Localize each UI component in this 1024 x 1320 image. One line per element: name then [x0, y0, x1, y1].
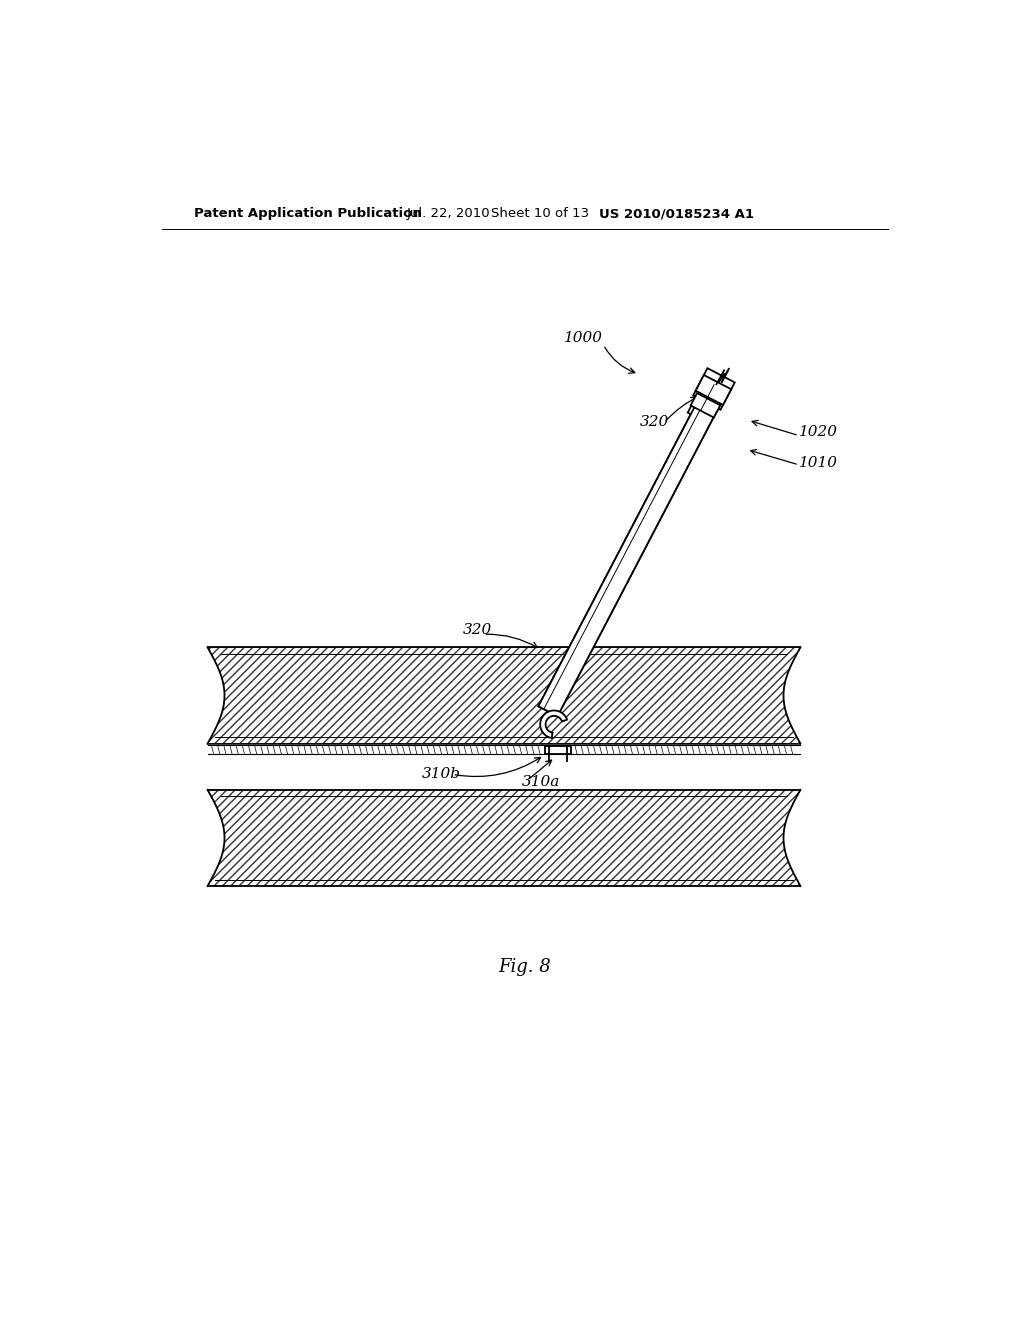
Polygon shape: [541, 710, 567, 738]
Text: Patent Application Publication: Patent Application Publication: [194, 207, 422, 220]
Polygon shape: [539, 392, 722, 717]
Polygon shape: [695, 375, 731, 405]
Text: Fig. 8: Fig. 8: [499, 958, 551, 975]
Polygon shape: [693, 368, 735, 409]
Polygon shape: [545, 746, 571, 755]
Text: Sheet 10 of 13: Sheet 10 of 13: [490, 207, 589, 220]
Text: 1010: 1010: [799, 455, 838, 470]
Polygon shape: [208, 647, 801, 743]
Text: 320: 320: [463, 623, 493, 636]
Text: 310b: 310b: [422, 767, 461, 781]
Text: 1000: 1000: [564, 331, 603, 345]
Polygon shape: [208, 744, 801, 755]
Polygon shape: [539, 392, 722, 717]
Text: US 2010/0185234 A1: US 2010/0185234 A1: [599, 207, 754, 220]
Polygon shape: [208, 789, 801, 886]
Polygon shape: [690, 393, 720, 417]
Text: 1020: 1020: [799, 425, 838, 438]
Text: 310a: 310a: [521, 775, 560, 789]
Polygon shape: [688, 399, 717, 424]
Text: 320: 320: [640, 414, 670, 429]
Text: Jul. 22, 2010: Jul. 22, 2010: [407, 207, 489, 220]
